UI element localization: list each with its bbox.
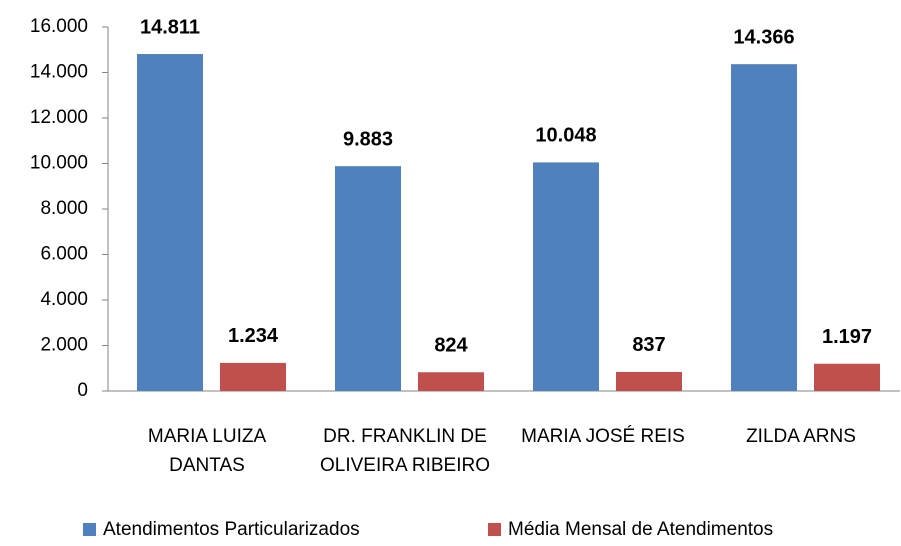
y-tick-label: 12.000 (30, 107, 88, 128)
bar (731, 64, 797, 392)
value-label: 14.811 (140, 16, 200, 38)
value-label: 10.048 (535, 125, 596, 147)
y-tick-label: 14.000 (30, 62, 88, 83)
value-label: 824 (434, 335, 468, 357)
legend-label: Média Mensal de Atendimentos (508, 519, 773, 540)
bar (814, 363, 880, 391)
y-tick-label: 2.000 (40, 335, 88, 356)
bar (616, 371, 682, 391)
y-tick-label: 8.000 (40, 198, 88, 219)
y-tick-label: 16.000 (30, 16, 88, 37)
x-tick-label: MARIA LUIZA DANTAS (147, 426, 267, 476)
value-label: 9.883 (343, 128, 393, 150)
value-label: 14.366 (733, 26, 794, 48)
bar (335, 166, 401, 391)
bar (220, 362, 286, 391)
x-tick-label: DR. FRANKLIN DE OLIVEIRA RIBEIRO (320, 426, 490, 476)
x-tick-label: ZILDA ARNS (746, 426, 856, 447)
value-label: 1.234 (228, 325, 279, 347)
legend-label: Atendimentos Particularizados (103, 519, 360, 540)
x-tick-label: MARIA JOSÉ REIS (521, 426, 685, 447)
bar (418, 372, 484, 391)
value-label: 837 (632, 334, 665, 356)
bar (137, 54, 203, 392)
y-tick-label: 4.000 (40, 289, 88, 310)
legend-swatch (488, 523, 501, 536)
bar (533, 162, 599, 391)
y-tick-label: 6.000 (40, 244, 88, 265)
value-label: 1.197 (822, 326, 872, 348)
legend-swatch (83, 523, 96, 536)
y-tick-label: 0 (77, 380, 88, 401)
y-tick-label: 10.000 (30, 153, 88, 174)
